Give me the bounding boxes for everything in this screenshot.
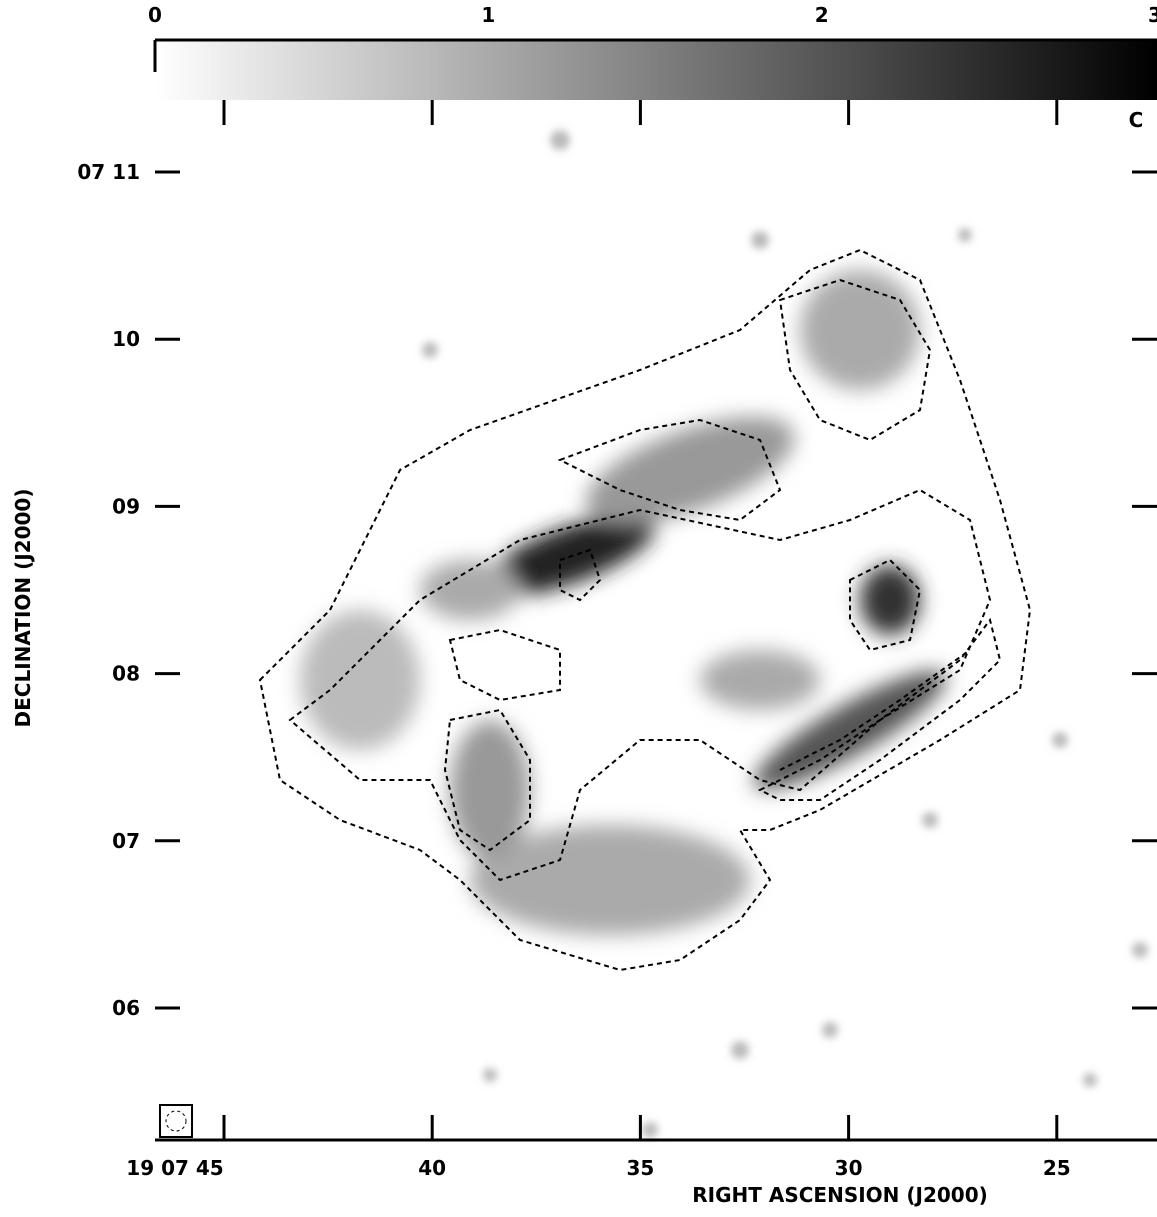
colorbar-tick-label: 1 xyxy=(481,3,495,27)
y-axis-label: DECLINATION (J2000) xyxy=(11,489,35,728)
colorbar-tick-label: 2 xyxy=(815,3,829,27)
noise-specks xyxy=(422,130,1148,1138)
x-tick-label: 35 xyxy=(626,1156,654,1180)
panel-label: C xyxy=(1129,108,1144,132)
x-tick-label: 30 xyxy=(835,1156,863,1180)
y-tick-label: 09 xyxy=(112,494,140,518)
x-tick-label: 19 07 45 xyxy=(126,1156,223,1180)
y-tick-label: 06 xyxy=(112,996,140,1020)
colorbar xyxy=(155,40,1157,100)
y-tick-label: 10 xyxy=(112,327,140,351)
y-tick-label: 07 xyxy=(112,829,140,853)
y-tick-label: 07 11 xyxy=(77,160,140,184)
emission-map xyxy=(300,270,958,935)
x-tick-label: 40 xyxy=(418,1156,446,1180)
beam xyxy=(166,1111,186,1131)
figure: C RIGHT ASCENSION (J2000) DECLINATION (J… xyxy=(0,0,1157,1213)
colorbar-tick-label: 0 xyxy=(148,3,162,27)
beam-box xyxy=(160,1105,192,1137)
x-tick-label: 25 xyxy=(1043,1156,1071,1180)
y-tick-label: 08 xyxy=(112,662,140,686)
colorbar-tick-label: 3 xyxy=(1148,3,1157,27)
x-axis-label: RIGHT ASCENSION (J2000) xyxy=(692,1183,988,1207)
